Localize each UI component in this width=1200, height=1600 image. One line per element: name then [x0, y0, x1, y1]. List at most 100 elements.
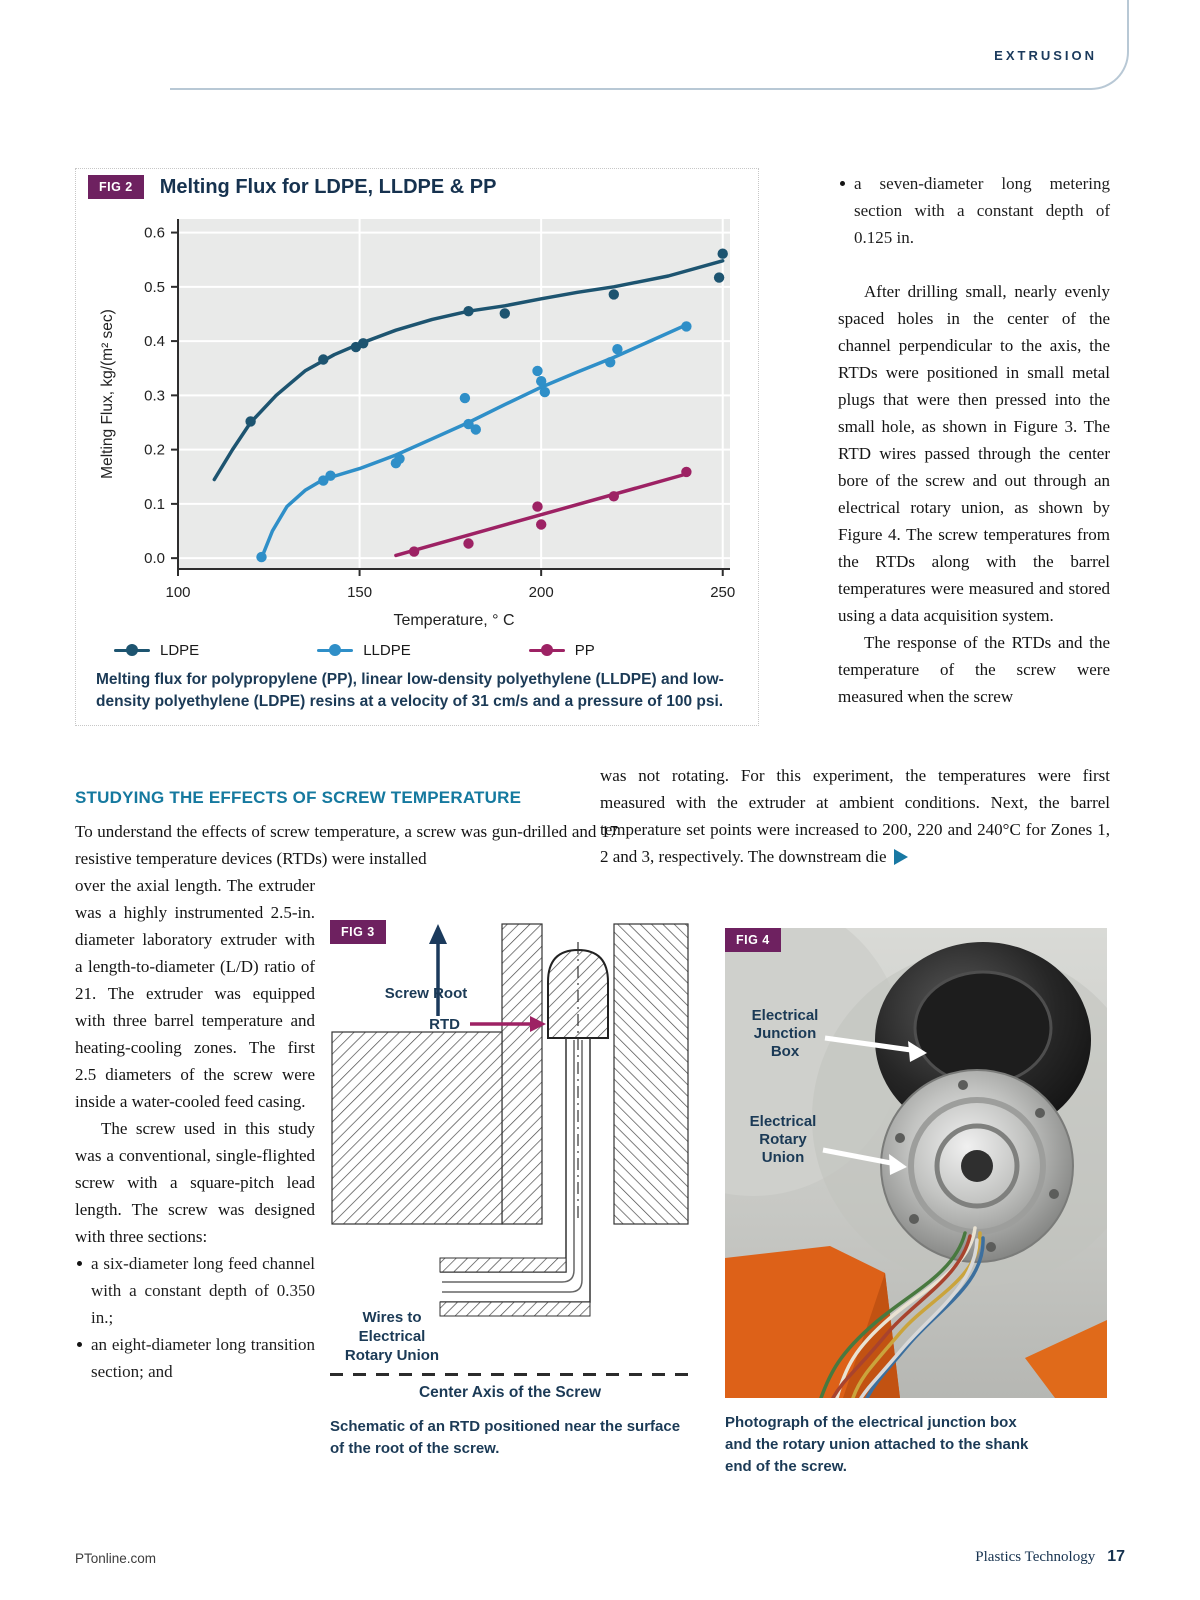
- chart-xlabel: Temperature, ° C: [393, 612, 514, 629]
- figure-2: FIG 2 Melting Flux for LDPE, LLDPE & PP …: [75, 168, 759, 726]
- junction-box-label: Electrical Junction Box: [752, 1007, 819, 1060]
- continuation-arrow-icon: [893, 849, 908, 865]
- legend-item-lldpe: LLDPE: [317, 642, 411, 659]
- legend-item-ldpe: LDPE: [114, 642, 199, 659]
- bullet-icon: [77, 1261, 82, 1266]
- left-intro: To understand the effects of screw tempe…: [75, 818, 618, 872]
- figure-3-caption: Schematic of an RTD positioned near the …: [330, 1418, 681, 1457]
- legend-dot-icon: [540, 644, 553, 657]
- wires-label: Wires to Electrical Rotary Union: [345, 1309, 439, 1364]
- chart-axes: [171, 219, 730, 576]
- rtd-schematic: Screw Root RTD Wires to Electrical Rotar…: [331, 923, 689, 1364]
- list-item: an eight-diameter long transition sectio…: [75, 1331, 315, 1385]
- rtd-label: RTD: [429, 1016, 460, 1033]
- paragraph: To understand the effects of screw tempe…: [75, 822, 618, 868]
- figure-4: FIG 4: [725, 928, 1107, 1478]
- legend-label: PP: [574, 642, 595, 659]
- bullet-icon: [77, 1342, 82, 1347]
- chart-gridlines: [178, 219, 730, 569]
- legend-marker-icon: [528, 644, 565, 657]
- svg-text:Union: Union: [762, 1149, 805, 1166]
- svg-text:0.1: 0.1: [144, 496, 165, 513]
- svg-text:250: 250: [710, 584, 735, 601]
- junction-box-photo: Electrical Junction Box Electrical Rotar…: [725, 928, 1107, 1398]
- rtd-wires: [442, 1040, 583, 1293]
- junction-box-arrow-icon: [824, 1035, 927, 1062]
- legend-marker-icon: [317, 644, 354, 657]
- svg-text:Electrical: Electrical: [359, 1328, 426, 1345]
- rtd-arrow-icon: [470, 1016, 546, 1032]
- bore-walls-hatch: [439, 1257, 591, 1317]
- plot-area: [178, 219, 730, 569]
- chart-series-pp: [394, 466, 692, 558]
- svg-text:0.4: 0.4: [144, 333, 165, 350]
- svg-text:0.6: 0.6: [144, 225, 165, 242]
- junction-box-lid: [913, 970, 1053, 1086]
- paragraph: The screw used in this study was a conve…: [75, 1119, 315, 1246]
- svg-text:0.0: 0.0: [144, 550, 165, 567]
- up-arrow-icon: [429, 924, 447, 1016]
- list-item-text: an eight-diameter long transition sectio…: [91, 1335, 315, 1381]
- legend-marker-icon: [114, 644, 150, 657]
- chart-series-lldpe: [256, 321, 692, 563]
- paragraph: was not rotating. For this experiment, t…: [600, 762, 1110, 870]
- orange-corner: [1025, 1320, 1107, 1398]
- screw-cross-section: [331, 923, 689, 1225]
- left-column: over the axial length. The extruder was …: [75, 872, 315, 1385]
- figure-2-caption: Melting flux for polypropylene (PP), lin…: [96, 671, 724, 710]
- svg-text:Box: Box: [771, 1043, 800, 1060]
- svg-text:100: 100: [165, 584, 190, 601]
- svg-text:Electrical: Electrical: [752, 1007, 819, 1024]
- legend-label: LDPE: [160, 642, 200, 659]
- rotary-union-arrow-icon: [822, 1147, 907, 1175]
- figure-2-header: FIG 2 Melting Flux for LDPE, LLDPE & PP: [88, 175, 746, 199]
- svg-text:0.5: 0.5: [144, 279, 165, 296]
- svg-text:Electrical: Electrical: [750, 1113, 817, 1130]
- svg-text:150: 150: [347, 584, 372, 601]
- bullet-icon: [840, 181, 845, 186]
- figure-3: FIG 3: [330, 920, 690, 1460]
- chart-legend: LDPE LLDPE PP: [88, 642, 746, 659]
- svg-text:Wires to: Wires to: [362, 1309, 421, 1326]
- center-axis-line: [330, 1373, 690, 1376]
- rotary-union-shape: [880, 1069, 1074, 1263]
- figure-4-badge: FIG 4: [725, 928, 781, 952]
- screw-root-label: Screw Root: [385, 985, 468, 1002]
- svg-text:Rotary: Rotary: [759, 1131, 807, 1148]
- svg-text:0.2: 0.2: [144, 442, 165, 459]
- rotary-union-label: Electrical Rotary Union: [750, 1113, 817, 1166]
- center-axis-label: Center Axis of the Screw: [418, 1384, 602, 1401]
- legend-label: LLDPE: [363, 642, 411, 659]
- footer-page-number: 17: [1107, 1548, 1125, 1565]
- chart-ylabel: Melting Flux, kg/(m² sec): [99, 309, 116, 479]
- footer-brand: Plastics Technology: [975, 1549, 1096, 1565]
- chart-series-ldpe: [212, 248, 728, 482]
- list-item-text: a six-diameter long feed channel with a …: [91, 1254, 315, 1327]
- svg-text:200: 200: [529, 584, 554, 601]
- figure-2-badge: FIG 2: [88, 175, 144, 199]
- legend-dot-icon: [126, 644, 138, 657]
- figure-4-caption: Photograph of the electrical junction bo…: [725, 1414, 1029, 1475]
- section-kicker: EXTRUSION: [994, 48, 1097, 63]
- svg-text:Junction: Junction: [754, 1025, 817, 1042]
- paragraph: The response of the RTDs and the tempera…: [838, 633, 1110, 706]
- middle-text-block: was not rotating. For this experiment, t…: [600, 762, 1110, 870]
- footer-right: Plastics Technology 17: [975, 1548, 1125, 1566]
- paragraph: After drilling small, nearly evenly spac…: [838, 282, 1110, 625]
- list-item: a six-diameter long feed channel with a …: [75, 1250, 315, 1331]
- list-item-text: a seven-diameter long metering section w…: [854, 174, 1110, 247]
- list-item: a seven-diameter long metering section w…: [838, 170, 1110, 251]
- melting-flux-chart: 0.0 0.1 0.2 0.3 0.4 0.5 0.6 100 150 200 250 Melting…: [99, 219, 735, 629]
- svg-text:0.3: 0.3: [144, 387, 165, 404]
- paragraph-text: was not rotating. For this experiment, t…: [600, 766, 1110, 866]
- chart-tick-labels: 0.0 0.1 0.2 0.3 0.4 0.5 0.6 100 150 200 250: [144, 225, 735, 601]
- wire-bundle: [819, 1226, 985, 1398]
- figure-3-badge: FIG 3: [330, 920, 386, 944]
- legend-dot-icon: [329, 644, 342, 657]
- section-heading: STUDYING THE EFFECTS OF SCREW TEMPERATUR…: [75, 788, 522, 807]
- corner-rule: [170, 0, 1129, 90]
- figure-2-title: Melting Flux for LDPE, LLDPE & PP: [159, 175, 497, 198]
- legend-item-pp: PP: [528, 642, 595, 659]
- paragraph: over the axial length. The extruder was …: [75, 876, 315, 1111]
